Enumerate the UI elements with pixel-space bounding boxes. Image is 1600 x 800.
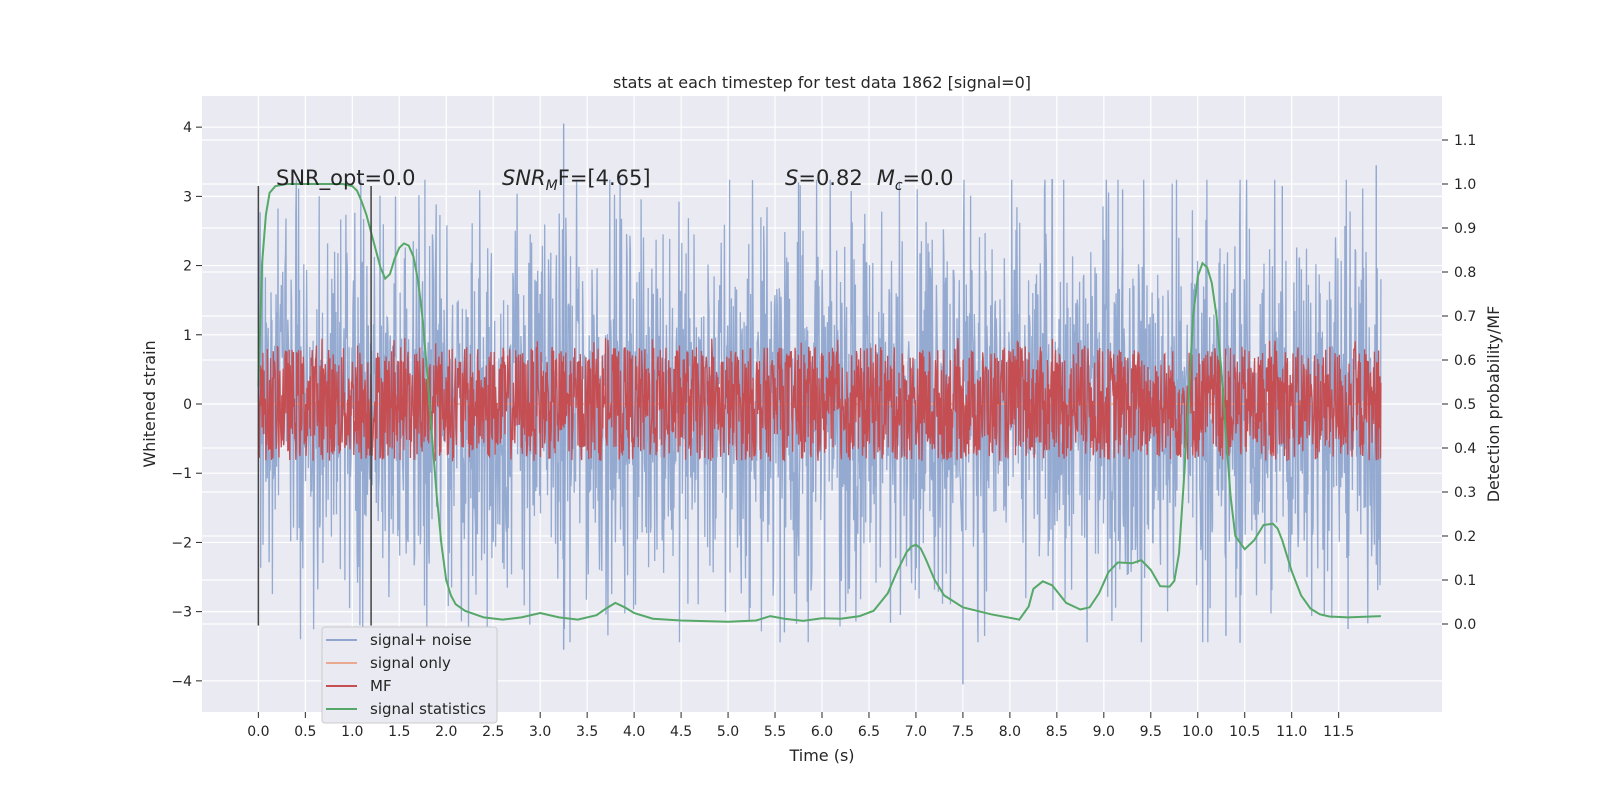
x-tick-label: 3.0 bbox=[529, 724, 551, 740]
y-tick-label: 2 bbox=[183, 259, 192, 275]
x-tick-label: 1.5 bbox=[388, 724, 410, 740]
x-tick-label: 4.0 bbox=[623, 724, 645, 740]
x-tick-label: 7.0 bbox=[905, 724, 927, 740]
legend-label-signal-statistics: signal statistics bbox=[370, 700, 486, 718]
y-tick-label: −1 bbox=[171, 466, 192, 482]
x-tick-label: 5.5 bbox=[764, 724, 786, 740]
series-signal-statistics bbox=[257, 183, 1381, 623]
annotation-snr-opt: SNR_opt=0.0 bbox=[276, 166, 416, 191]
x-tick-label: 4.5 bbox=[670, 724, 692, 740]
annotation-snr-mf-suffix: F=[4.65] bbox=[558, 166, 651, 190]
y-right-tick-label: 0.9 bbox=[1454, 221, 1476, 237]
x-tick-label: 6.5 bbox=[858, 724, 880, 740]
annotation-snr-mf-prefix: SNR bbox=[502, 166, 546, 190]
x-tick-label: 9.0 bbox=[1093, 724, 1115, 740]
annotation-mc-label: M bbox=[877, 166, 895, 190]
annotation-snr-mf-sub: M bbox=[546, 178, 558, 194]
y-tick-label: −2 bbox=[171, 535, 192, 551]
x-tick-label: 6.0 bbox=[811, 724, 833, 740]
annotation-mc-value: =0.0 bbox=[903, 166, 954, 190]
x-tick-label: 0.0 bbox=[247, 724, 269, 740]
chart-title: stats at each timestep for test data 186… bbox=[613, 73, 1031, 92]
x-tick-label: 1.0 bbox=[341, 724, 363, 740]
x-tick-label: 10.5 bbox=[1229, 724, 1260, 740]
x-tick-label: 0.5 bbox=[294, 724, 316, 740]
x-tick-label: 8.5 bbox=[1046, 724, 1068, 740]
y-tick-label: 0 bbox=[183, 397, 192, 413]
x-tick-label: 8.0 bbox=[999, 724, 1021, 740]
legend-label-mf: MF bbox=[370, 677, 392, 695]
annotation-s-value: =0.82 bbox=[798, 166, 862, 190]
y-right-tick-label: 0.2 bbox=[1454, 529, 1476, 545]
annotation-s: S=0.82 Mc=0.0 bbox=[785, 166, 954, 194]
y-right-tick-label: 0.3 bbox=[1454, 485, 1476, 501]
annotation-mc-sub: c bbox=[895, 178, 903, 194]
y-tick-label: 4 bbox=[183, 120, 192, 136]
x-tick-label: 5.0 bbox=[717, 724, 739, 740]
y-right-tick-label: 0.0 bbox=[1454, 617, 1476, 633]
x-tick-label: 10.0 bbox=[1182, 724, 1213, 740]
y-right-tick-label: 0.5 bbox=[1454, 397, 1476, 413]
x-tick-label: 3.5 bbox=[576, 724, 598, 740]
legend-label-signal-noise: signal+ noise bbox=[370, 631, 472, 649]
y-axis-right-label: Detection probability/MF bbox=[1484, 306, 1503, 503]
annotation-snr-mf: SNRMF=[4.65] bbox=[502, 166, 651, 194]
x-tick-label: 2.5 bbox=[482, 724, 504, 740]
y-right-tick-label: 1.0 bbox=[1454, 177, 1476, 193]
y-tick-label: −4 bbox=[171, 674, 192, 690]
x-tick-label: 7.5 bbox=[952, 724, 974, 740]
y-right-tick-label: 1.1 bbox=[1454, 133, 1476, 149]
x-tick-label: 9.5 bbox=[1140, 724, 1162, 740]
series-layer bbox=[257, 123, 1382, 685]
legend-label-signal-only: signal only bbox=[370, 654, 451, 672]
y-axis-label: Whitened strain bbox=[140, 340, 159, 467]
y-tick-label: 1 bbox=[183, 328, 192, 344]
y-right-tick-label: 0.7 bbox=[1454, 309, 1476, 325]
y-right-tick-label: 0.8 bbox=[1454, 265, 1476, 281]
series-mf bbox=[257, 337, 1382, 462]
y-tick-label: 3 bbox=[183, 189, 192, 205]
y-right-tick-label: 0.1 bbox=[1454, 573, 1476, 589]
x-tick-label: 11.5 bbox=[1323, 724, 1354, 740]
legend-box bbox=[321, 626, 498, 724]
ticks-layer: 0.0 0.5 1.0 1.5 2.0 2.5 3.0 3.5 4.0 4.5 5.0 5.5 6.0 6… bbox=[171, 120, 1476, 740]
x-tick-label: 2.0 bbox=[435, 724, 457, 740]
x-axis-label: Time (s) bbox=[788, 746, 854, 765]
y-tick-label: −3 bbox=[171, 605, 192, 621]
legend: signal+ noise signal only MF signal stat… bbox=[321, 626, 498, 724]
annotation-s-label: S bbox=[785, 166, 798, 190]
x-tick-label: 11.0 bbox=[1276, 724, 1307, 740]
y-right-tick-label: 0.4 bbox=[1454, 441, 1476, 457]
y-right-tick-label: 0.6 bbox=[1454, 353, 1476, 369]
